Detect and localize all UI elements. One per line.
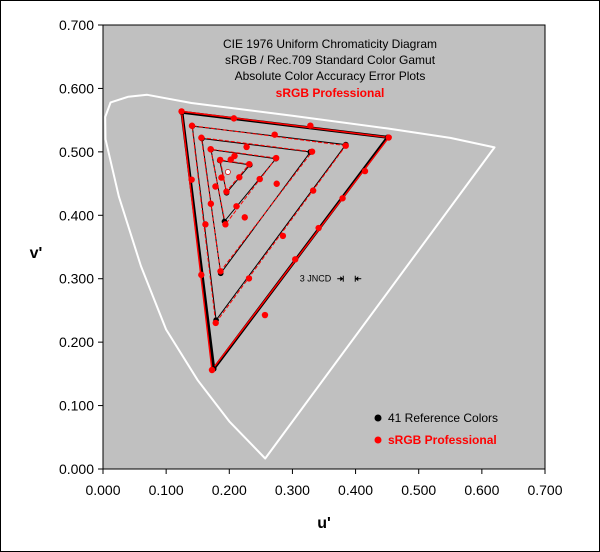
measured-point [241,214,248,221]
y-tick-label: 0.600 [59,80,94,96]
jncd-label: 3 JNCD [300,274,332,284]
measured-point [307,122,314,129]
measured-point [207,200,215,207]
plot-area [102,24,546,470]
x-tick-label: 0.300 [275,482,310,498]
x-tick-label: 0.700 [527,482,562,498]
measured-point [342,142,349,149]
x-axis-title: u' [317,515,331,532]
measured-triangle [200,137,314,273]
y-tick-label: 0.700 [59,17,94,33]
measured-point [385,134,392,141]
measured-point [202,221,209,228]
x-tick-label: 0.600 [464,482,499,498]
measured-point [292,256,299,263]
measured-point [212,319,219,327]
measured-point [188,122,196,129]
x-tick-label: 0.400 [338,482,373,498]
axis-ticks: 0.000 0.100 0.200 0.300 0.400 0.500 0.600 0.700… [59,17,563,498]
measured-point [308,148,316,155]
measured-point [261,311,269,319]
y-axis-title: v' [30,245,43,262]
measured-point [198,134,205,141]
measured-point [279,232,287,240]
x-tick-label: 0.100 [149,482,184,498]
measured-point [212,183,219,190]
x-tick-label: 0.500 [401,482,436,498]
chart-subtitle: sRGB Professional [276,86,385,100]
measured-point [246,160,253,168]
measured-point [339,195,346,202]
measured-point [236,174,243,181]
measured-point [256,175,263,183]
measured-point [188,176,195,183]
measured-point [178,108,185,115]
measured-point [227,156,234,163]
measured-point [223,188,230,195]
jncd-arrows [337,275,362,282]
y-tick-label: 0.100 [59,398,94,414]
measured-point [208,366,216,374]
legend: 41 Reference Colors sRGB Professional [374,411,498,447]
y-tick-label: 0.000 [59,461,94,477]
measured-point [309,187,317,194]
measured-point [243,143,250,151]
chart-title-line-3: Absolute Color Accuracy Error Plots [235,69,426,83]
measured-point [233,203,240,210]
jncd-arrow-head [355,276,359,282]
legend-marker-reference [374,414,382,422]
legend-label-srgb-professional: sRGB Professional [388,433,497,447]
x-tick-label: 0.200 [212,482,247,498]
x-tick-label: 0.000 [85,482,120,498]
measured-point [245,275,253,282]
measured-point [198,271,205,279]
measured-point [271,131,278,138]
chart-title-line-2: sRGB / Rec.709 Standard Color Gamut [225,53,436,67]
measured-point [272,154,280,162]
legend-marker-srgb-professional [374,436,382,444]
measured-point [230,115,238,122]
legend-label-reference: 41 Reference Colors [388,411,498,425]
jncd-annotation: 3 JNCD [300,274,362,284]
measured-point [273,180,280,187]
measured-point [315,224,322,232]
measured-point [222,221,229,228]
measured-point [361,167,369,175]
y-tick-label: 0.500 [59,144,94,160]
spectral-locus [104,93,496,460]
measured-triangle [180,110,391,372]
measured-point [217,268,224,275]
spectral-locus-curve [104,93,496,460]
y-tick-label: 0.200 [59,334,94,350]
chart-title-line-1: CIE 1976 Uniform Chromaticity Diagram [223,37,437,51]
measured-point [207,145,214,153]
measured-point [216,156,224,164]
white-point [225,169,231,175]
y-tick-label: 0.300 [59,271,94,287]
measured-point [218,174,225,181]
y-tick-label: 0.400 [59,207,94,223]
jncd-arrow-head [340,276,344,282]
data-points [178,108,392,374]
